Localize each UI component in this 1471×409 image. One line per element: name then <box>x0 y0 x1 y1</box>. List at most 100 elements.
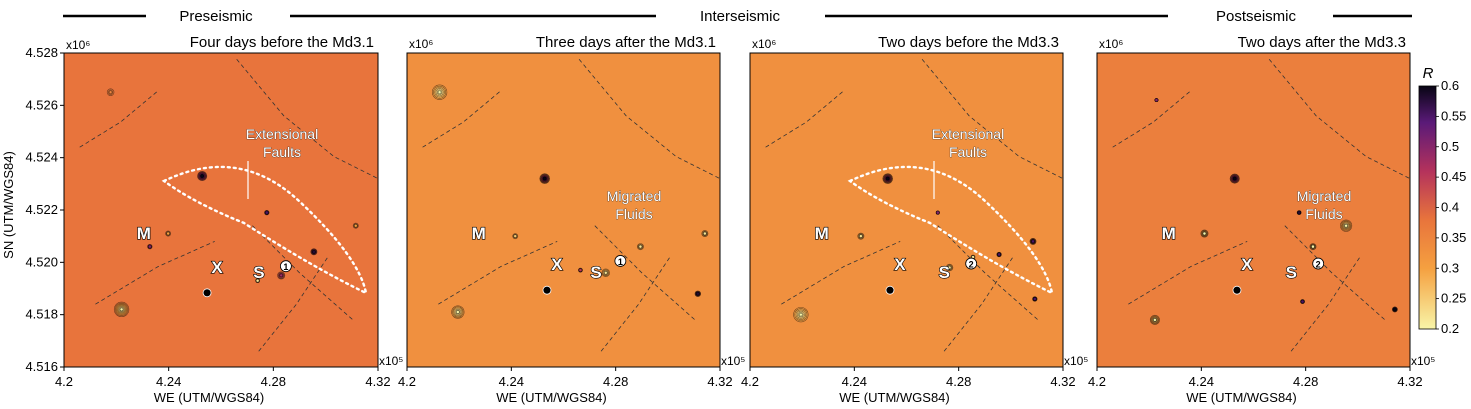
contour-ring <box>513 234 518 238</box>
y-axis: x10⁶ SN (UTM/WGS84) 4.528 4.526 4.524 4.522… <box>1 38 90 374</box>
colorbar-tick-label: 0.35 <box>1441 230 1466 245</box>
feature-annotation: Fluids <box>1305 206 1342 222</box>
event-marker <box>1312 257 1325 270</box>
r-anomaly <box>601 268 610 278</box>
y-tick-label: 4.522 <box>25 202 58 217</box>
contour-ring <box>119 307 124 312</box>
r-anomaly <box>945 263 954 272</box>
r-anomaly <box>1391 306 1398 313</box>
contour-ring <box>859 234 863 238</box>
colorbar-tick-label: 0.2 <box>1441 321 1459 336</box>
station-marker <box>542 285 552 295</box>
fault-trace <box>438 241 558 305</box>
r-anomaly <box>165 230 172 237</box>
event-marker-label: 2 <box>1316 260 1321 270</box>
r-anomaly <box>113 301 130 318</box>
site-label-s: S <box>253 263 264 282</box>
r-anomaly <box>1029 237 1037 245</box>
contour-ring <box>1031 239 1035 244</box>
station-marker <box>202 288 212 298</box>
r-anomaly <box>1032 296 1038 302</box>
x-axis-label: WE (UTM/WGS84) <box>839 390 950 405</box>
feature-annotation: Extensional <box>246 126 318 142</box>
y-tick-label: 4.520 <box>25 254 58 269</box>
x-axis-label: WE (UTM/WGS84) <box>1186 390 1297 405</box>
site-label-x: X <box>894 255 906 274</box>
panel-title: Two days before the Md3.3 <box>878 34 1059 51</box>
site-label-s: S <box>939 263 950 282</box>
r-anomaly <box>512 233 519 240</box>
contour-ring <box>1232 176 1237 181</box>
r-anomaly <box>694 290 701 297</box>
x-tick-label: 4.28 <box>603 374 628 389</box>
background-r-level <box>1097 53 1410 367</box>
r-anomaly <box>264 209 270 216</box>
colorbar-title: R <box>1423 65 1434 82</box>
r-anomaly <box>1309 243 1317 251</box>
panel-three-days-after-md31: Three days after the Md3.1 4.2 4.24 4.28 4.3… <box>398 34 745 405</box>
r-anomaly <box>1296 210 1302 216</box>
r-anomaly <box>996 251 1002 258</box>
colorbar-tick-label: 0.55 <box>1441 108 1466 123</box>
fault-traces <box>765 59 1063 352</box>
r-anomaly <box>106 88 115 96</box>
fault-trace <box>258 256 329 352</box>
panel-two-days-before-md33: Two days before the Md3.3 4.2 4.24 4.28 4.32… <box>741 34 1088 405</box>
r-anomaly <box>701 230 709 237</box>
contour-ring <box>200 174 204 178</box>
contour-ring <box>578 268 583 272</box>
y-tick-label: 4.526 <box>25 97 58 112</box>
contour-ring <box>935 210 940 215</box>
r-field <box>64 53 378 367</box>
extensional-faults-outline <box>161 165 368 296</box>
colorbar: R 0.6 0.55 0.5 0.45 0.4 0.35 0.3 0.25 0.2 <box>1418 65 1466 336</box>
r-anomaly <box>793 307 809 323</box>
r-anomaly <box>857 232 865 240</box>
contour-ring <box>108 90 113 95</box>
colorbar-scale <box>1418 85 1437 330</box>
x-tick-label: 4.2 <box>741 374 759 389</box>
x-tick-label: 4.32 <box>707 374 732 389</box>
contour-ring <box>264 210 269 215</box>
r-anomaly <box>310 248 318 256</box>
fault-trace <box>252 225 354 321</box>
panel-frame <box>749 52 1064 368</box>
contour-ring <box>997 252 1001 257</box>
fault-trace <box>95 241 215 305</box>
x-axis-exponent: x10⁵ <box>379 354 403 368</box>
contour-ring <box>703 231 707 236</box>
panel-title: Two days after the Md3.3 <box>1238 34 1406 51</box>
x-tick-label: 4.2 <box>55 374 73 389</box>
colorbar-tick-label: 0.5 <box>1441 139 1459 154</box>
x-tick-label: 4.32 <box>365 374 390 389</box>
colorbar-tick-label: 0.45 <box>1441 169 1466 184</box>
r-anomaly <box>147 243 153 250</box>
y-axis-exponent: x10⁶ <box>409 37 433 51</box>
x-axis-label: WE (UTM/WGS84) <box>496 390 607 405</box>
colorbar-tick-label: 0.3 <box>1441 260 1459 275</box>
contour-ring <box>148 244 152 249</box>
background-r-level <box>64 53 378 367</box>
event-marker-label: 1 <box>283 262 288 272</box>
y-axis-exponent: x10⁶ <box>1099 37 1123 51</box>
event-marker-label: 1 <box>618 257 623 267</box>
site-label-s: S <box>1286 263 1297 282</box>
x-tick-label: 4.32 <box>1050 374 1075 389</box>
station-marker <box>1232 285 1242 295</box>
r-anomaly <box>255 278 261 284</box>
site-label-m: M <box>472 224 486 243</box>
contour-ring <box>166 231 170 236</box>
x-axis-exponent: x10⁵ <box>1064 354 1088 368</box>
event-marker <box>614 255 627 267</box>
r-anomaly <box>352 222 359 229</box>
x-axis-exponent: x10⁵ <box>721 354 745 368</box>
fault-trace <box>921 59 1063 179</box>
extensional-faults-outline <box>847 165 1054 296</box>
x-tick-label: 4.24 <box>156 374 181 389</box>
site-label-s: S <box>590 263 601 282</box>
event-marker <box>965 257 978 270</box>
feature-annotation: Fluids <box>615 206 652 222</box>
contour-ring <box>1344 223 1348 228</box>
r-anomaly <box>1340 219 1353 232</box>
